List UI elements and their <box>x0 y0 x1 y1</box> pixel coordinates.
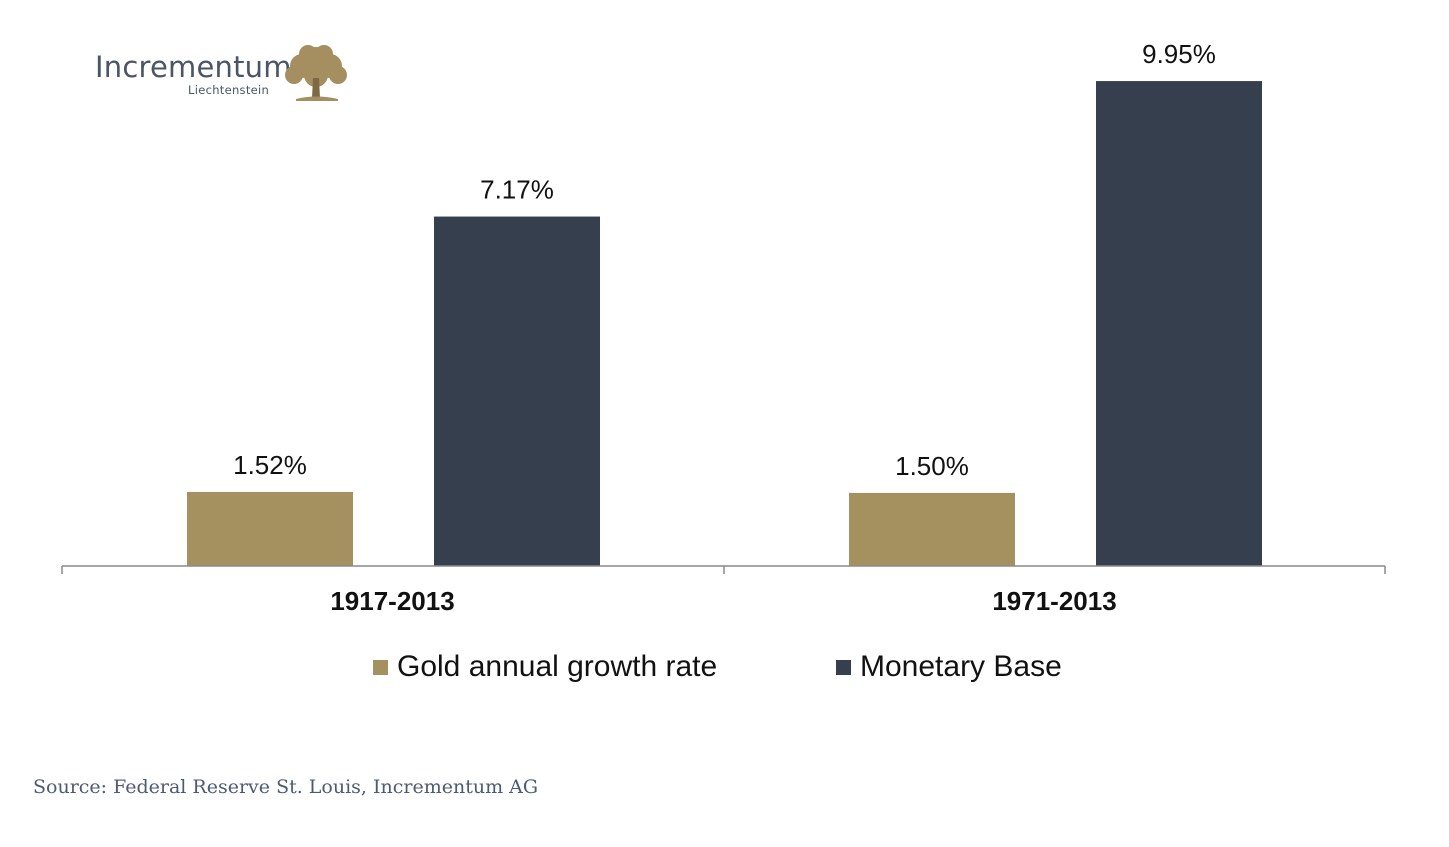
data-label-monetary-base-1917-2013: 7.17% <box>480 175 554 205</box>
bar-gold-1971-2013 <box>849 492 1015 566</box>
data-label-gold-1917-2013: 1.52% <box>233 450 307 480</box>
category-label-1971-2013: 1971-2013 <box>992 586 1116 616</box>
bar-monetary-base-1917-2013 <box>434 216 600 566</box>
category-labels-group: 1917-2013 1971-2013 <box>330 586 1116 616</box>
legend-item-gold: Gold annual growth rate <box>373 650 717 684</box>
category-label-1917-2013: 1917-2013 <box>330 586 454 616</box>
logo-name: Incrementum <box>95 50 292 84</box>
incrementum-logo: Incrementum Liechtenstein <box>95 42 355 112</box>
legend: Gold annual growth rate Monetary Base <box>0 650 1449 694</box>
data-label-gold-1971-2013: 1.50% <box>895 451 969 481</box>
bar-gold-1917-2013 <box>187 491 353 566</box>
legend-label-monetary-base: Monetary Base <box>860 650 1062 683</box>
value-labels-group: 1.52% 7.17% 1.50% 9.95% <box>233 39 1216 481</box>
legend-swatch-monetary-base <box>836 659 851 675</box>
legend-label-gold: Gold annual growth rate <box>397 650 718 683</box>
logo-subtitle: Liechtenstein <box>188 83 270 97</box>
bar-monetary-base-1971-2013 <box>1096 81 1262 566</box>
legend-item-monetary-base: Monetary Base <box>836 650 1062 684</box>
bar-chart: 1.52% 7.17% 1.50% 9.95% 1917-2013 1971-2013 <box>61 39 1386 616</box>
tree-icon <box>285 45 347 101</box>
bars-group <box>187 81 1262 566</box>
source-note: Source: Federal Reserve St. Louis, Incre… <box>33 776 539 798</box>
legend-swatch-gold <box>373 659 388 675</box>
data-label-monetary-base-1971-2013: 9.95% <box>1142 39 1216 69</box>
